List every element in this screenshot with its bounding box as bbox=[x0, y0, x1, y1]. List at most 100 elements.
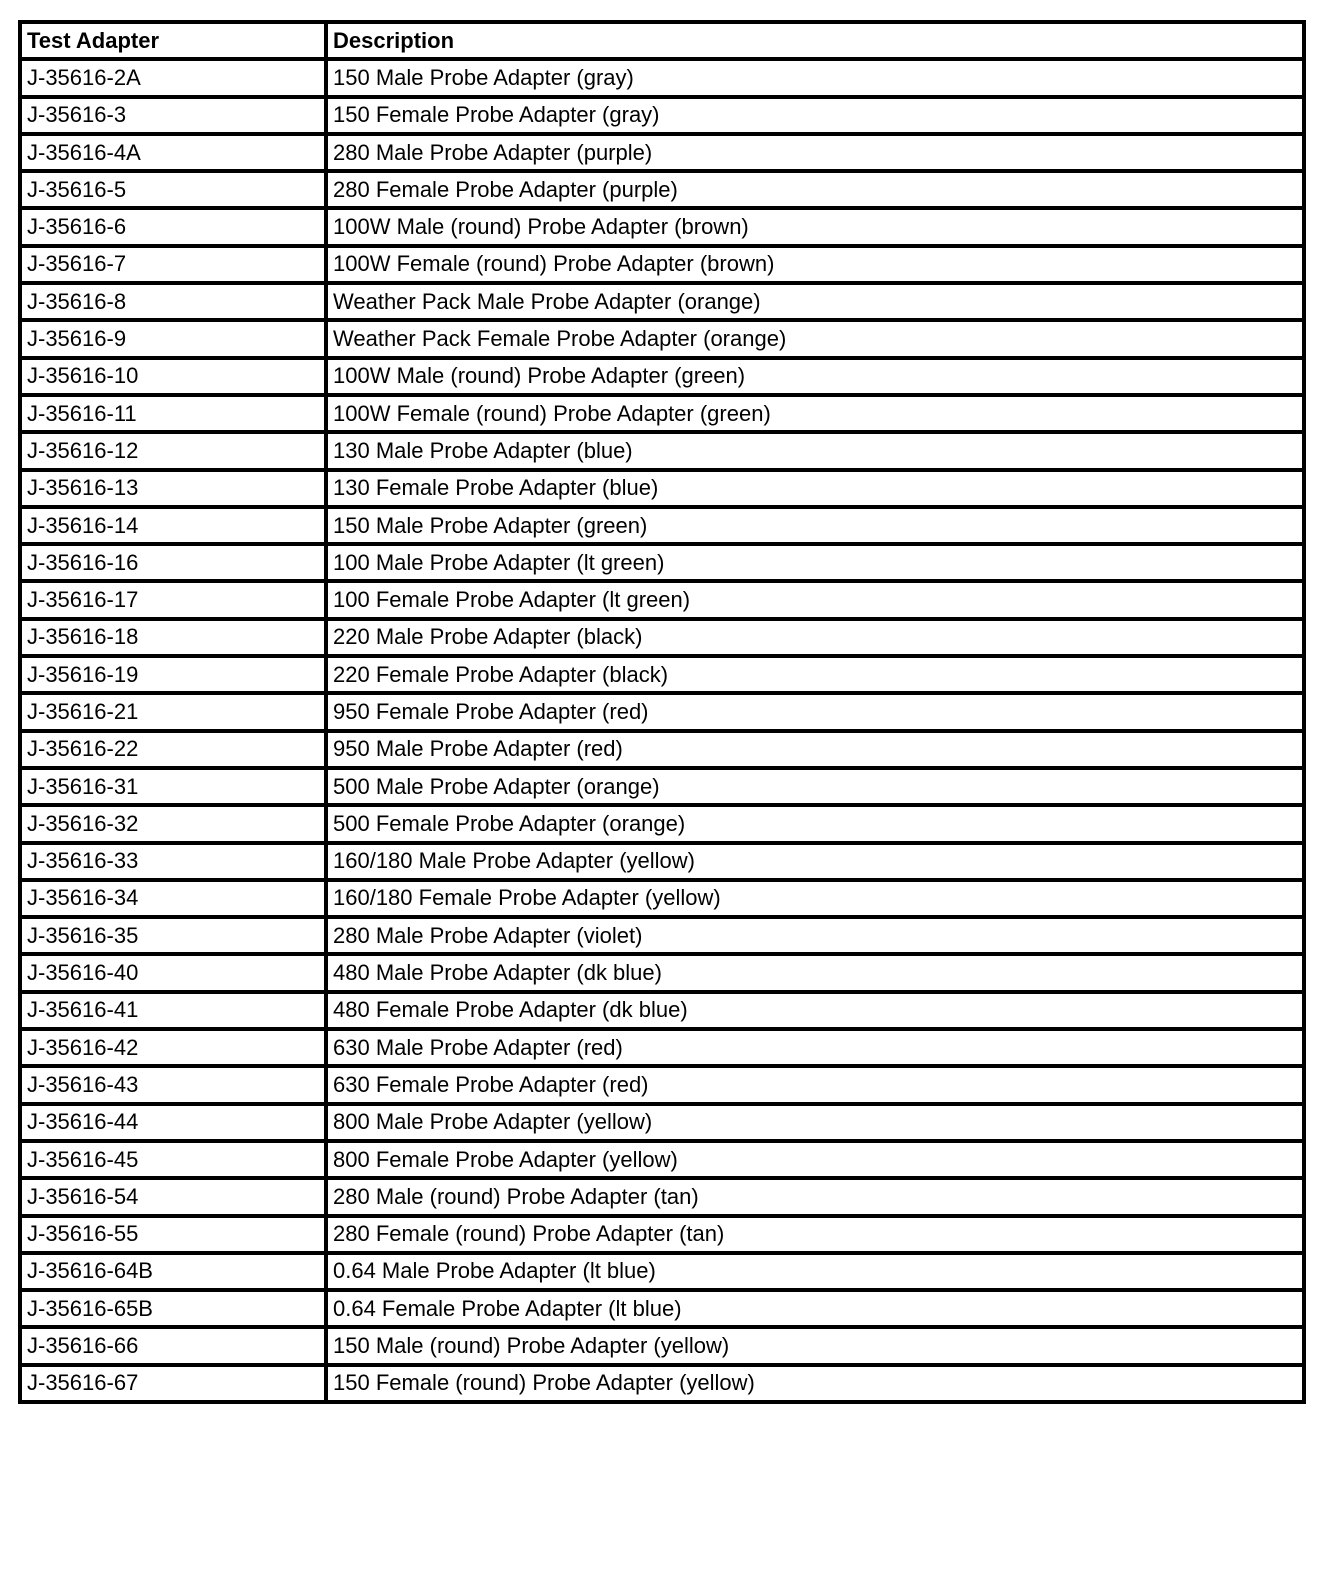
table-row: J-35616-5 280 Female Probe Adapter (purpl… bbox=[18, 169, 1306, 211]
description-cell: 280 Male (round) Probe Adapter (tan) bbox=[324, 1176, 1306, 1218]
description-cell: 100W Male (round) Probe Adapter (brown) bbox=[324, 206, 1306, 248]
table-row: J-35616-32 500 Female Probe Adapter (oran… bbox=[18, 803, 1306, 845]
adapter-cell: J-35616-14 bbox=[18, 504, 328, 547]
table-row: J-35616-31 500 Male Probe Adapter (orange… bbox=[18, 765, 1306, 808]
adapter-cell: J-35616-3 bbox=[18, 94, 328, 136]
table-row: J-35616-14 150 Male Probe Adapter (green) bbox=[18, 504, 1306, 547]
table-row: J-35616-45 800 Female Probe Adapter (yell… bbox=[18, 1138, 1306, 1181]
adapter-cell: J-35616-42 bbox=[18, 1026, 328, 1069]
adapter-cell: J-35616-19 bbox=[18, 654, 328, 696]
adapter-cell: J-35616-11 bbox=[18, 392, 328, 435]
adapter-cell: J-35616-43 bbox=[18, 1064, 328, 1106]
description-cell: 150 Female Probe Adapter (gray) bbox=[324, 94, 1306, 136]
description-cell: 100W Female (round) Probe Adapter (brown… bbox=[324, 243, 1306, 286]
description-cell: 280 Male Probe Adapter (violet) bbox=[324, 915, 1306, 957]
description-cell: 500 Male Probe Adapter (orange) bbox=[324, 765, 1306, 808]
adapter-cell: J-35616-16 bbox=[18, 542, 328, 584]
adapter-cell: J-35616-9 bbox=[18, 318, 328, 360]
description-cell: 630 Male Probe Adapter (red) bbox=[324, 1026, 1306, 1069]
description-cell: 950 Male Probe Adapter (red) bbox=[324, 728, 1306, 770]
description-cell: 150 Male Probe Adapter (green) bbox=[324, 504, 1306, 547]
description-cell: 800 Male Probe Adapter (yellow) bbox=[324, 1101, 1306, 1143]
adapter-cell: J-35616-67 bbox=[18, 1362, 328, 1405]
table-row: J-35616-34 160/180 Female Probe Adapter (… bbox=[18, 877, 1306, 920]
table-row: J-35616-33 160/180 Male Probe Adapter (ye… bbox=[18, 840, 1306, 882]
table-row: J-35616-19 220 Female Probe Adapter (blac… bbox=[18, 654, 1306, 696]
table-row: J-35616-35 280 Male Probe Adapter (violet… bbox=[18, 915, 1306, 957]
table-row: J-35616-12 130 Male Probe Adapter (blue) bbox=[18, 430, 1306, 472]
adapter-cell: J-35616-17 bbox=[18, 579, 328, 621]
adapter-cell: J-35616-33 bbox=[18, 840, 328, 882]
description-cell: 950 Female Probe Adapter (red) bbox=[324, 691, 1306, 733]
table-row: J-35616-18 220 Male Probe Adapter (black) bbox=[18, 616, 1306, 659]
table-row: J-35616-10 100W Male (round) Probe Adapte… bbox=[18, 355, 1306, 397]
table-row: J-35616-21 950 Female Probe Adapter (red) bbox=[18, 691, 1306, 733]
description-cell: 280 Female (round) Probe Adapter (tan) bbox=[324, 1213, 1306, 1255]
header-test-adapter: Test Adapter bbox=[18, 19, 328, 62]
description-cell: 100W Female (round) Probe Adapter (green… bbox=[324, 392, 1306, 435]
description-cell: 150 Male Probe Adapter (gray) bbox=[324, 57, 1306, 99]
table-row: J-35616-67 150 Female (round) Probe Adapt… bbox=[18, 1362, 1306, 1405]
description-cell: 800 Female Probe Adapter (yellow) bbox=[324, 1138, 1306, 1181]
description-cell: 100 Female Probe Adapter (lt green) bbox=[324, 579, 1306, 621]
header-row: Test Adapter Description bbox=[18, 19, 1306, 62]
description-cell: 160/180 Male Probe Adapter (yellow) bbox=[324, 840, 1306, 882]
adapter-cell: J-35616-2A bbox=[18, 57, 328, 99]
description-cell: 480 Female Probe Adapter (dk blue) bbox=[324, 989, 1306, 1032]
adapter-cell: J-35616-65B bbox=[18, 1288, 328, 1330]
adapter-cell: J-35616-13 bbox=[18, 467, 328, 509]
description-cell: Weather Pack Male Probe Adapter (orange) bbox=[324, 281, 1306, 323]
description-cell: 100 Male Probe Adapter (lt green) bbox=[324, 542, 1306, 584]
table-row: J-35616-3 150 Female Probe Adapter (gray) bbox=[18, 94, 1306, 136]
description-cell: 130 Male Probe Adapter (blue) bbox=[324, 430, 1306, 472]
adapter-cell: J-35616-45 bbox=[18, 1138, 328, 1181]
table-row: J-35616-6 100W Male (round) Probe Adapter… bbox=[18, 206, 1306, 248]
adapter-cell: J-35616-54 bbox=[18, 1176, 328, 1218]
adapter-cell: J-35616-8 bbox=[18, 281, 328, 323]
table-row: J-35616-64B 0.64 Male Probe Adapter (lt b… bbox=[18, 1250, 1306, 1293]
adapter-cell: J-35616-22 bbox=[18, 728, 328, 770]
adapter-cell: J-35616-66 bbox=[18, 1325, 328, 1367]
table-row: J-35616-55 280 Female (round) Probe Adapt… bbox=[18, 1213, 1306, 1255]
adapter-cell: J-35616-6 bbox=[18, 206, 328, 248]
adapter-cell: J-35616-5 bbox=[18, 169, 328, 211]
header-description: Description bbox=[324, 19, 1306, 62]
table-row: J-35616-2A 150 Male Probe Adapter (gray) bbox=[18, 57, 1306, 99]
description-cell: 0.64 Male Probe Adapter (lt blue) bbox=[324, 1250, 1306, 1293]
description-cell: 280 Female Probe Adapter (purple) bbox=[324, 169, 1306, 211]
table-row: J-35616-22 950 Male Probe Adapter (red) bbox=[18, 728, 1306, 770]
table-row: J-35616-7 100W Female (round) Probe Adapt… bbox=[18, 243, 1306, 286]
table-row: J-35616-44 800 Male Probe Adapter (yellow… bbox=[18, 1101, 1306, 1143]
adapter-cell: J-35616-12 bbox=[18, 430, 328, 472]
adapter-cell: J-35616-32 bbox=[18, 803, 328, 845]
table-row: J-35616-9 Weather Pack Female Probe Adapt… bbox=[18, 318, 1306, 360]
table-row: J-35616-16 100 Male Probe Adapter (lt gre… bbox=[18, 542, 1306, 584]
description-cell: 130 Female Probe Adapter (blue) bbox=[324, 467, 1306, 509]
description-cell: 280 Male Probe Adapter (purple) bbox=[324, 131, 1306, 174]
adapter-cell: J-35616-34 bbox=[18, 877, 328, 920]
description-cell: 150 Female (round) Probe Adapter (yellow… bbox=[324, 1362, 1306, 1405]
adapter-cell: J-35616-44 bbox=[18, 1101, 328, 1143]
table-row: J-35616-54 280 Male (round) Probe Adapter… bbox=[18, 1176, 1306, 1218]
table-row: J-35616-42 630 Male Probe Adapter (red) bbox=[18, 1026, 1306, 1069]
adapter-cell: J-35616-55 bbox=[18, 1213, 328, 1255]
table-row: J-35616-41 480 Female Probe Adapter (dk b… bbox=[18, 989, 1306, 1032]
adapter-cell: J-35616-35 bbox=[18, 915, 328, 957]
description-cell: 100W Male (round) Probe Adapter (green) bbox=[324, 355, 1306, 397]
adapter-cell: J-35616-40 bbox=[18, 952, 328, 994]
description-cell: 150 Male (round) Probe Adapter (yellow) bbox=[324, 1325, 1306, 1367]
adapter-cell: J-35616-21 bbox=[18, 691, 328, 733]
description-cell: Weather Pack Female Probe Adapter (orang… bbox=[324, 318, 1306, 360]
description-cell: 160/180 Female Probe Adapter (yellow) bbox=[324, 877, 1306, 920]
table-row: J-35616-4A 280 Male Probe Adapter (purple… bbox=[18, 131, 1306, 174]
adapter-cell: J-35616-41 bbox=[18, 989, 328, 1032]
table-row: J-35616-17 100 Female Probe Adapter (lt g… bbox=[18, 579, 1306, 621]
table-row: J-35616-11 100W Female (round) Probe Adap… bbox=[18, 392, 1306, 435]
adapter-cell: J-35616-31 bbox=[18, 765, 328, 808]
description-cell: 0.64 Female Probe Adapter (lt blue) bbox=[324, 1288, 1306, 1330]
description-cell: 220 Female Probe Adapter (black) bbox=[324, 654, 1306, 696]
description-cell: 480 Male Probe Adapter (dk blue) bbox=[324, 952, 1306, 994]
table-row: J-35616-13 130 Female Probe Adapter (blue… bbox=[18, 467, 1306, 509]
table-row: J-35616-65B 0.64 Female Probe Adapter (lt… bbox=[18, 1288, 1306, 1330]
test-adapter-table: Test Adapter Description J-35616-2A 150 M… bbox=[18, 19, 1306, 1405]
